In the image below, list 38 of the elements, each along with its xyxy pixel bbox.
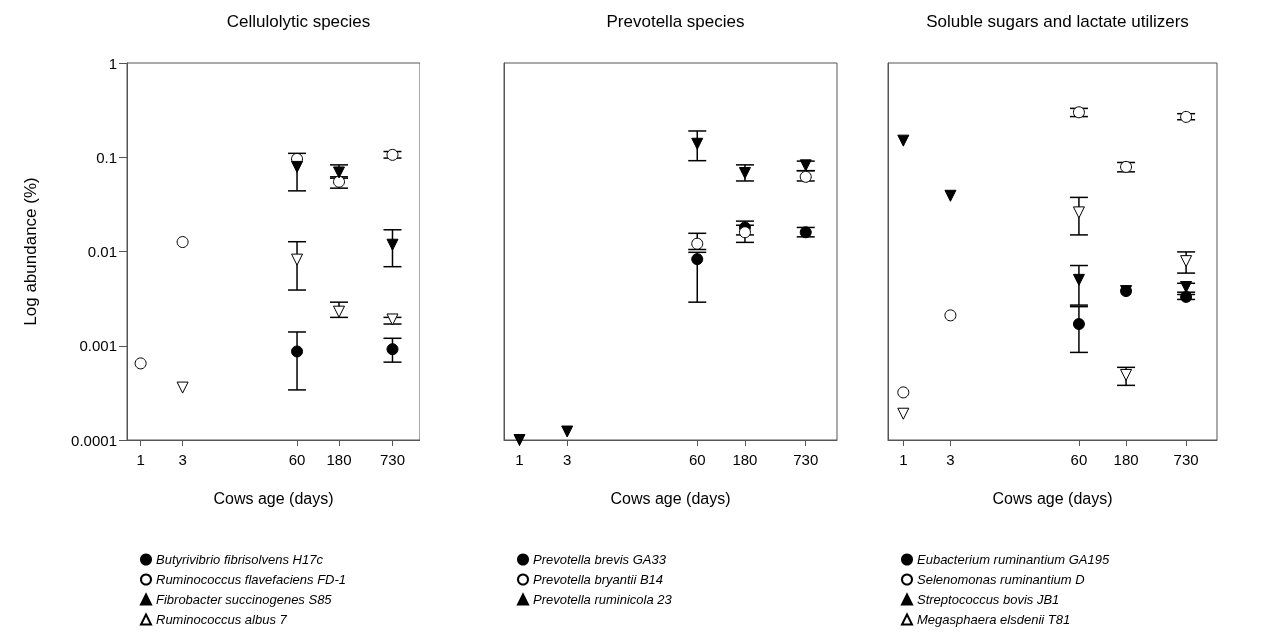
legend-label: Fibrobacter succinogenes S85: [156, 592, 333, 607]
x-tick-label: 60: [288, 451, 306, 468]
legend-label: Butyrivibrio fibrisolvens H17c: [156, 552, 324, 567]
y-axis-title: Log abundance (%): [21, 177, 40, 326]
legend-label: Eubacterium ruminantium GA195: [917, 552, 1110, 567]
x-axis-title: Cows age (days): [213, 489, 334, 507]
x-tick-label: 180: [1113, 451, 1139, 468]
x-axis-title: Cows age (days): [992, 489, 1113, 507]
x-tick-label: 1: [136, 451, 145, 468]
x-tick-label: 730: [379, 451, 405, 468]
legend-label: Ruminococcus flavefaciens FD-1: [156, 572, 347, 587]
x-axis-title: Cows age (days): [610, 489, 731, 507]
x-tick-label: 60: [1070, 451, 1088, 468]
x-tick-label: 3: [178, 451, 187, 468]
y-tick-label: 0.1: [96, 148, 117, 166]
x-tick-label: 3: [563, 451, 572, 468]
x-tick-label: 1: [515, 451, 524, 468]
y-tick-label: 1: [108, 54, 117, 72]
legend-label: Prevotella ruminicola 23: [533, 592, 673, 607]
legend-label: Prevotella brevis GA33: [533, 552, 667, 567]
legend-label: Streptococcus bovis JB1: [917, 592, 1060, 607]
x-tick-label: 60: [688, 451, 706, 468]
legend-label: Prevotella bryantii B14: [533, 572, 664, 587]
chart-title: Cellulolytic species: [226, 12, 371, 31]
legend-label: Selenomonas ruminantium D: [917, 572, 1085, 587]
y-tick-label: 0.001: [79, 337, 117, 355]
legend-label: Megasphaera elsdenii T81: [917, 612, 1071, 627]
y-tick-label: 0.0001: [71, 431, 117, 449]
legend-label: Ruminococcus albus 7: [156, 612, 288, 627]
chart-title: Prevotella species: [606, 12, 745, 31]
x-tick-label: 1: [899, 451, 908, 468]
x-tick-label: 730: [1173, 451, 1199, 468]
x-tick-label: 3: [946, 451, 955, 468]
y-tick-label: 0.01: [87, 243, 117, 260]
x-tick-label: 180: [326, 451, 352, 468]
chart-title: Soluble sugars and lactate utilizers: [926, 12, 1189, 31]
x-tick-label: 180: [732, 451, 758, 468]
x-tick-label: 730: [793, 451, 819, 468]
